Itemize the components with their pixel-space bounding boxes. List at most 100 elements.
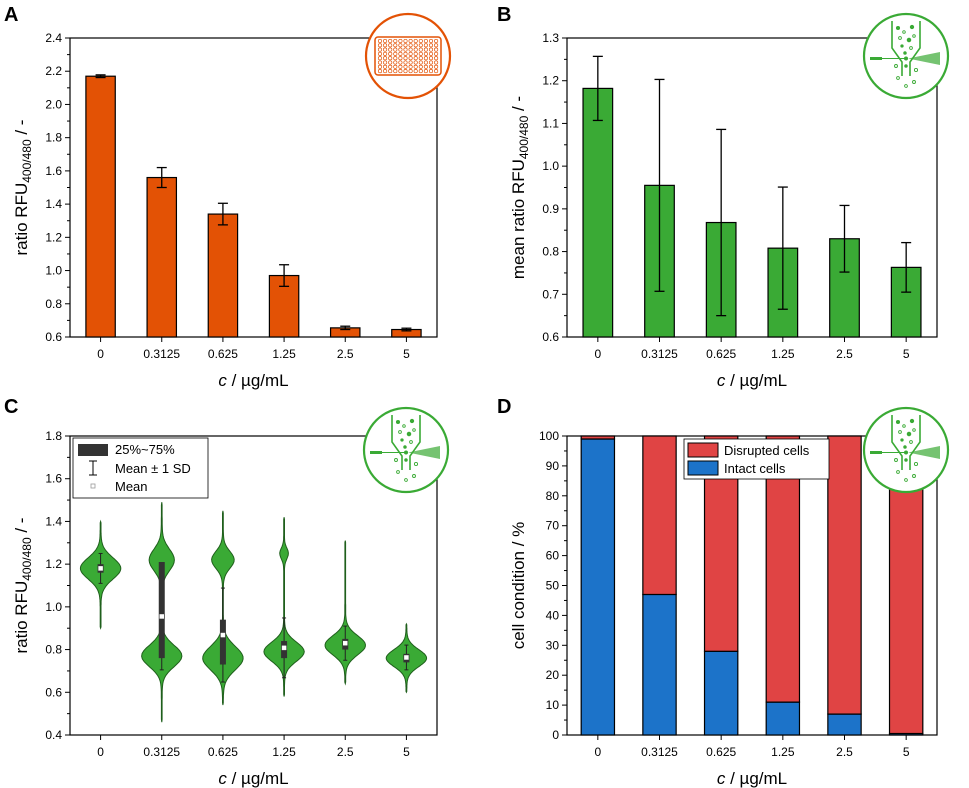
well <box>408 38 413 44</box>
y-tick-label: 1.3 <box>542 31 559 45</box>
cell-dot <box>904 478 908 482</box>
cell-dot <box>909 440 913 444</box>
panel-label-c: C <box>4 396 18 418</box>
well <box>377 38 383 44</box>
x-axis-label: c / µg/mL <box>717 769 787 788</box>
well <box>377 56 383 61</box>
y-tick-label: 1.2 <box>542 74 559 88</box>
cell-dot <box>909 46 913 50</box>
iqr-box <box>158 562 165 659</box>
well <box>428 60 434 65</box>
well <box>423 47 428 52</box>
cell-dot <box>894 458 898 462</box>
cell-dot <box>396 470 400 474</box>
legend-swatch <box>687 460 719 476</box>
icon-circle <box>862 406 950 494</box>
chart-panel-b: 0.6 0.7 0.8 0.9 1.0 1.1 1.2 1.3 0 0.3125 0.625 1.25… <box>509 31 938 390</box>
intersection-point <box>904 56 908 61</box>
scatter-cone <box>908 52 940 65</box>
well <box>434 38 439 44</box>
well <box>388 43 393 48</box>
x-tick-label: 1.25 <box>272 347 296 361</box>
y-tick-label: 1.8 <box>45 131 62 145</box>
chart-panel-a: 0.6 0.8 1.0 1.2 1.4 1.6 1.8 2.0 2.2 2.4 0 0.3125 0.6… <box>12 31 438 390</box>
mean-marker <box>404 655 409 660</box>
violin <box>324 540 366 686</box>
well <box>403 43 408 48</box>
well <box>408 43 413 48</box>
intersection-point <box>404 450 408 455</box>
x-tick-label: 0.3125 <box>143 347 180 361</box>
well <box>434 43 439 48</box>
well <box>393 38 398 44</box>
x-tick-label: 2.5 <box>836 745 853 759</box>
well <box>413 38 418 44</box>
well <box>423 60 428 65</box>
y-tick-label: 0.6 <box>542 330 559 344</box>
y-tick-label: 0.8 <box>45 643 62 657</box>
well <box>418 51 423 56</box>
x-tick-label: 1.25 <box>272 745 296 759</box>
well <box>434 47 439 52</box>
well <box>428 64 434 69</box>
y-tick-label: 30 <box>546 638 560 652</box>
well <box>383 69 388 74</box>
well <box>413 64 418 69</box>
well <box>428 38 434 44</box>
well <box>393 56 398 61</box>
well <box>393 60 398 65</box>
well <box>428 43 434 48</box>
well <box>377 51 383 56</box>
well <box>398 64 403 69</box>
well <box>383 51 388 56</box>
legend-label: 25%~75% <box>115 442 175 457</box>
y-tick-label: 1.2 <box>45 230 62 244</box>
well <box>413 56 418 61</box>
y-tick-label: 10 <box>546 698 560 712</box>
flow-cytometer-nozzle-icon <box>862 406 950 494</box>
bar <box>890 266 922 338</box>
well <box>383 56 388 61</box>
mean-marker <box>281 645 287 651</box>
well <box>393 51 398 56</box>
x-tick-label: 1.25 <box>771 745 795 759</box>
well <box>403 64 408 69</box>
x-tick-label: 2.5 <box>836 347 853 361</box>
well <box>418 38 423 44</box>
well <box>434 56 439 61</box>
well <box>408 51 413 56</box>
well <box>413 43 418 48</box>
well <box>413 69 418 74</box>
y-tick-label: 1.4 <box>45 514 62 528</box>
x-tick-label: 0.625 <box>706 347 736 361</box>
cell-dot <box>403 445 407 449</box>
y-tick-label: 0 <box>552 728 559 742</box>
laser-source <box>870 451 882 454</box>
well <box>398 56 403 61</box>
cell-dot <box>895 25 901 31</box>
cell-dot <box>900 44 904 48</box>
icon-circle <box>862 12 950 100</box>
well <box>418 69 423 74</box>
cell-dot <box>904 84 908 88</box>
cell-dot <box>898 36 902 40</box>
cell-dot <box>400 438 404 442</box>
x-tick-label: 0.3125 <box>641 745 678 759</box>
cell-dot <box>902 30 906 34</box>
bar <box>582 87 614 338</box>
cell-dot <box>909 24 915 30</box>
well <box>388 56 393 61</box>
panel-label-a: A <box>4 4 18 26</box>
well <box>418 43 423 48</box>
y-tick-label: 0.6 <box>45 330 62 344</box>
flow-cytometer-nozzle-icon <box>362 406 450 494</box>
cell-dot <box>896 470 900 474</box>
well <box>403 51 408 56</box>
cell-dot <box>903 445 907 449</box>
x-tick-label: 0 <box>594 347 601 361</box>
laser-source <box>870 57 882 60</box>
cell-dot <box>895 419 901 425</box>
well <box>383 64 388 69</box>
cell-dot <box>402 424 406 428</box>
nozzle-outline <box>391 415 421 470</box>
